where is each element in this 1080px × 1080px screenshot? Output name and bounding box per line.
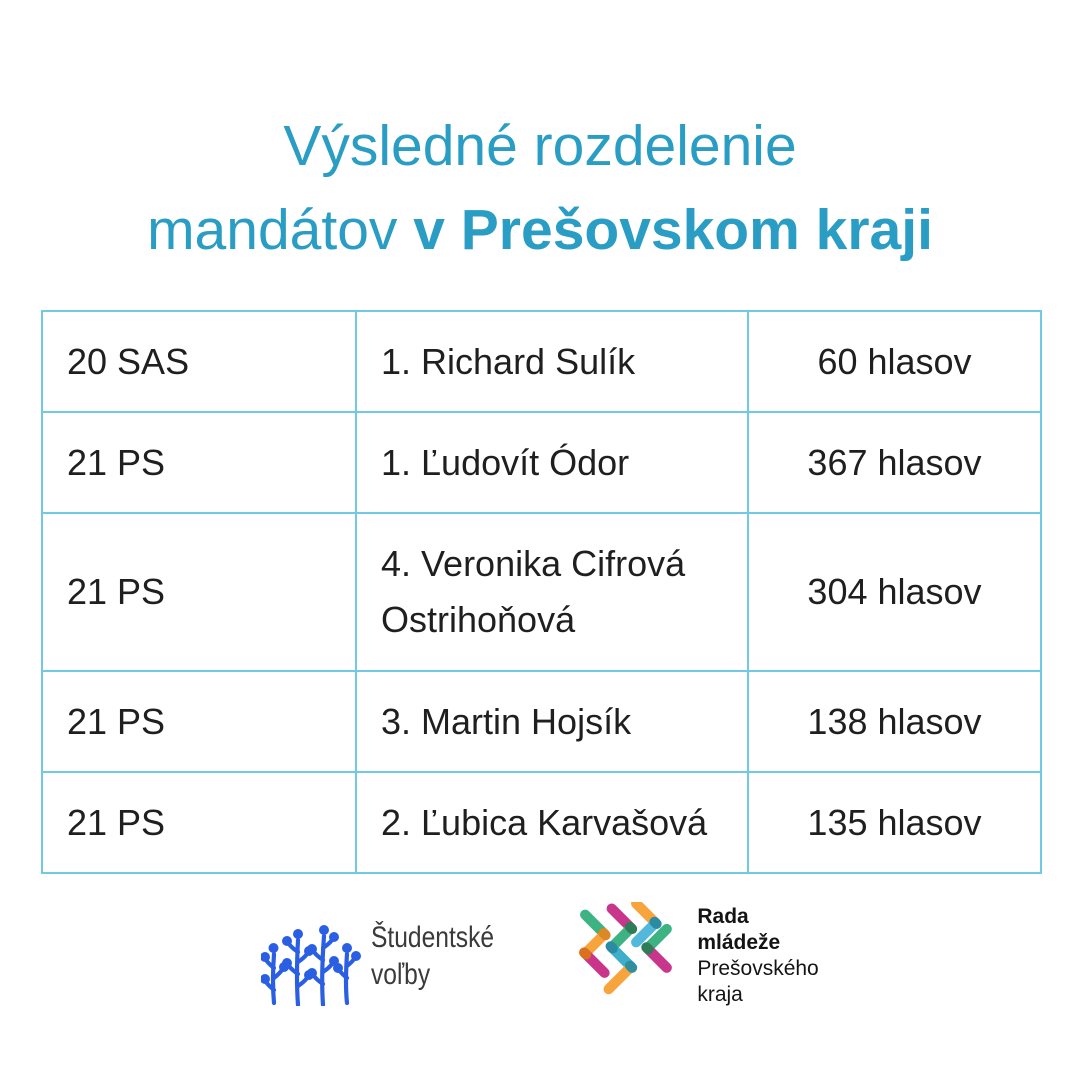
party-cell: 21 PS (41, 771, 357, 874)
title-line-1: Výsledné rozdelenie (283, 114, 797, 178)
rm-line-3: Prešovského (697, 957, 819, 980)
studentske-volby-logo: Študentské voľby (261, 906, 521, 1006)
rada-mladeze-wordmark: Rada mládeže Prešovského kraja (697, 904, 818, 1008)
page-title: Výsledné rozdelenie mandátov v Prešovsko… (0, 104, 1080, 272)
party-cell: 20 SAS (41, 310, 357, 413)
studentske-volby-wordmark: Študentské voľby (371, 919, 494, 993)
plant-branches-icon (261, 925, 362, 1006)
candidate-cell: 1. Richard Sulík (355, 310, 749, 413)
table-row: 21 PS 4. Veronika Cifrová Ostrihoňová 30… (41, 512, 1042, 672)
table-row: 20 SAS 1. Richard Sulík 60 hlasov (41, 310, 1042, 413)
votes-cell: 138 hlasov (747, 670, 1042, 773)
party-cell: 21 PS (41, 512, 357, 672)
table-row: 21 PS 2. Ľubica Karvašová 135 hlasov (41, 771, 1042, 874)
results-table: 20 SAS 1. Richard Sulík 60 hlasov 21 PS … (41, 310, 1042, 874)
candidate-cell: 4. Veronika Cifrová Ostrihoňová (355, 512, 749, 672)
candidate-cell: 1. Ľudovít Ódor (355, 411, 749, 514)
title-line-2: mandátov v Prešovskom kraji (147, 198, 933, 262)
votes-cell: 60 hlasov (747, 310, 1042, 413)
table-row: 21 PS 1. Ľudovít Ódor 367 hlasov (41, 411, 1042, 514)
footer-logos: Študentské voľby (0, 902, 1080, 1010)
sv-line-1: Študentské (371, 921, 495, 954)
candidate-cell: 2. Ľubica Karvašová (355, 771, 749, 874)
rm-line-1: Rada (697, 905, 749, 928)
party-cell: 21 PS (41, 411, 357, 514)
votes-cell: 367 hlasov (747, 411, 1042, 514)
votes-cell: 304 hlasov (747, 512, 1042, 672)
sv-line-2: voľby (371, 958, 431, 991)
votes-cell: 135 hlasov (747, 771, 1042, 874)
rada-mladeze-logo: Rada mládeže Prešovského kraja (577, 902, 819, 1010)
table-row: 21 PS 3. Martin Hojsík 138 hlasov (41, 670, 1042, 773)
candidate-cell: 3. Martin Hojsík (355, 670, 749, 773)
rm-line-4: kraja (697, 983, 743, 1006)
zigzag-chevrons-icon (579, 902, 673, 995)
party-cell: 21 PS (41, 670, 357, 773)
rm-line-2: mládeže (697, 931, 781, 954)
